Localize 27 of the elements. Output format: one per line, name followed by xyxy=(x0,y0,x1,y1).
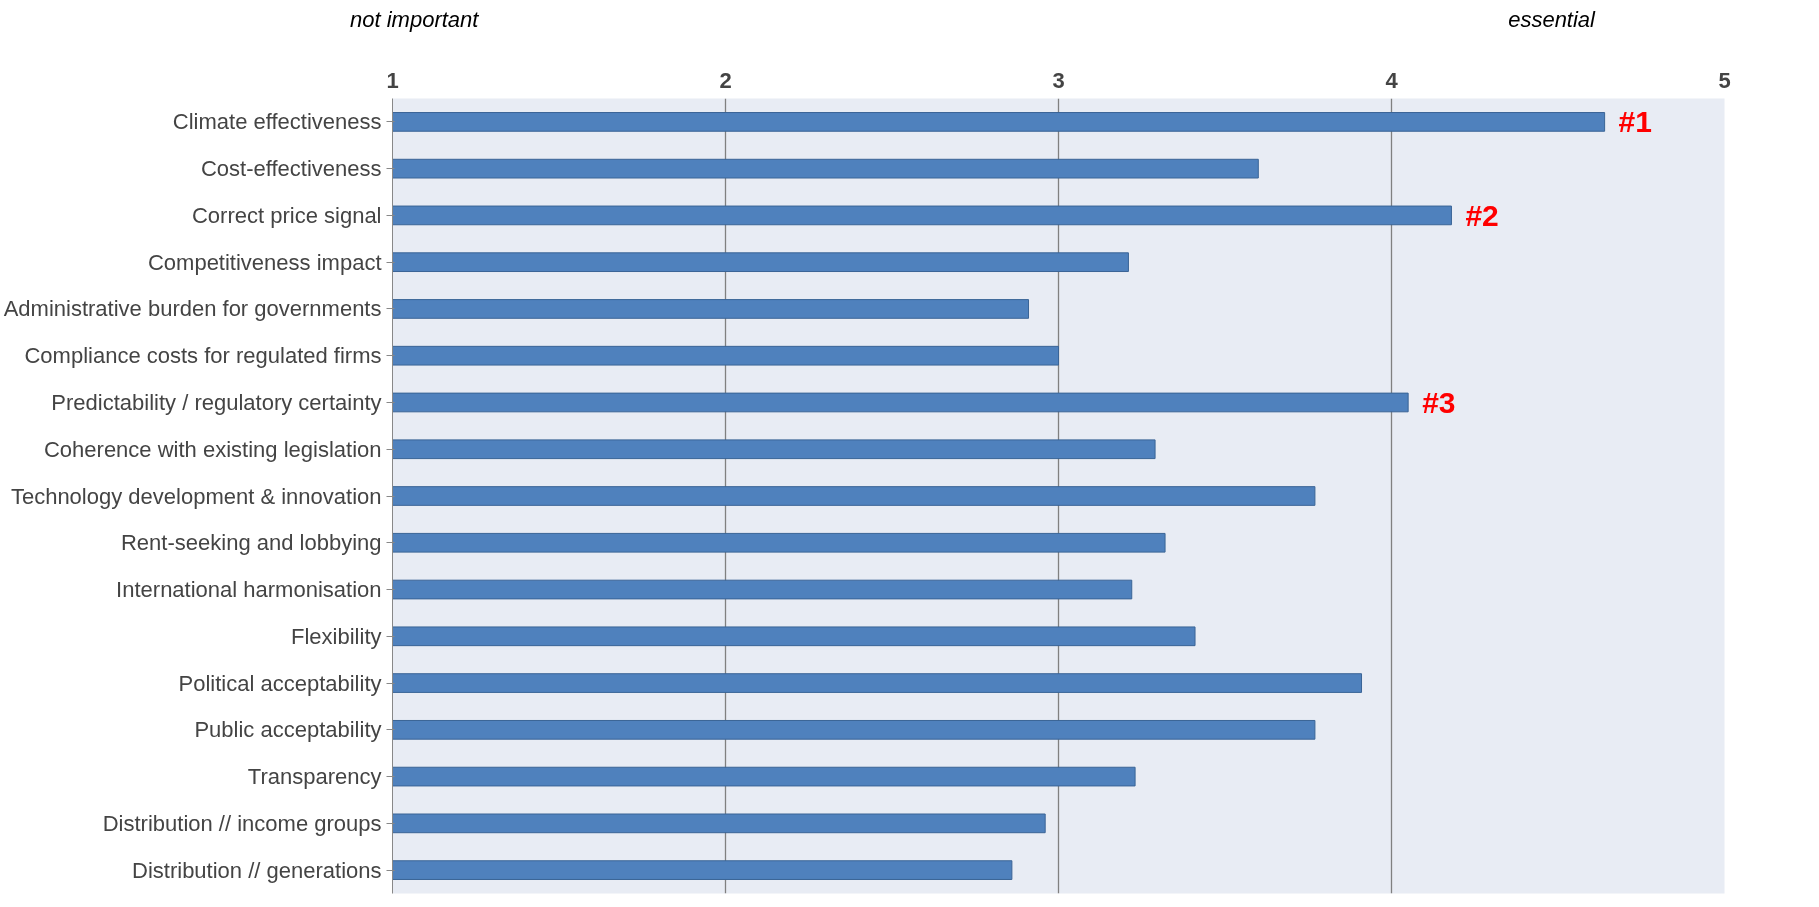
annotation: #2 xyxy=(1465,198,1499,232)
x-tick-label: 4 xyxy=(1385,67,1399,93)
y-tick-label: Technology development & innovation xyxy=(10,483,382,509)
y-tick-label: Distribution // income groups xyxy=(102,810,382,836)
y-tick-label: International harmonisation xyxy=(116,577,382,603)
y-tick-label: Correct price signal xyxy=(191,202,382,228)
y-tick-label: Compliance costs for regulated firms xyxy=(24,343,382,369)
y-tick-label: Cost-effectiveness xyxy=(200,156,382,182)
y-tick-label: Administrative burden for governments xyxy=(3,296,382,322)
y-tick-label: Predictability / regulatory certainty xyxy=(51,389,382,415)
annotation: #3 xyxy=(1422,385,1456,419)
text: essential xyxy=(1508,6,1595,34)
y-tick-label: Political acceptability xyxy=(178,670,382,696)
x-tick-label: 2 xyxy=(719,67,732,93)
y-tick-label: Distribution // generations xyxy=(132,857,382,883)
y-tick-label: Climate effectiveness xyxy=(172,109,382,135)
y-tick-label: Flexibility xyxy=(291,623,382,649)
x-tick-label: 1 xyxy=(386,67,399,93)
x-tick-label: 5 xyxy=(1718,67,1731,93)
y-tick-label: Coherence with existing legislation xyxy=(43,436,382,462)
y-tick-label: Transparency xyxy=(247,764,382,790)
x-tick-label: 3 xyxy=(1052,67,1065,93)
y-tick-label: Rent-seeking and lobbying xyxy=(120,530,382,556)
text: not important xyxy=(350,6,479,34)
annotation: #1 xyxy=(1618,105,1652,139)
y-tick-label: Competitiveness impact xyxy=(147,249,382,275)
y-tick-label: Public acceptability xyxy=(194,717,382,743)
